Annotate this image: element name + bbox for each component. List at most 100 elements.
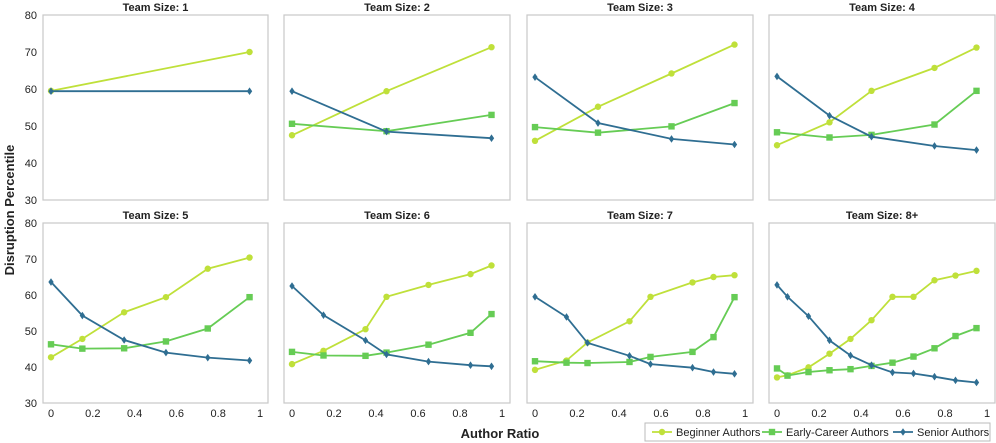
panel-title: Team Size: 2 <box>364 2 430 14</box>
data-point-beginner <box>973 44 980 51</box>
series-line-early <box>534 102 735 134</box>
data-point-senior <box>784 293 791 301</box>
legend-marker-senior <box>900 428 906 436</box>
data-point-early <box>162 338 170 345</box>
data-point-senior <box>289 87 295 96</box>
data-point-beginner <box>931 277 938 284</box>
x-tick-label: 0.4 <box>611 408 626 420</box>
data-point-early <box>584 359 591 367</box>
panel-4: Team Size: 4 <box>768 2 996 201</box>
data-point-senior <box>289 282 295 290</box>
data-point-beginner <box>710 273 717 281</box>
data-point-senior <box>668 135 675 143</box>
data-point-beginner <box>668 70 675 77</box>
x-tick-label: 0 <box>289 408 295 420</box>
data-point-early <box>710 333 717 341</box>
panel-frame <box>42 14 269 201</box>
data-point-senior <box>246 356 253 365</box>
data-point-beginner <box>383 293 390 300</box>
series-line-senior <box>534 76 735 146</box>
data-point-senior <box>595 119 601 127</box>
data-point-early <box>626 358 633 366</box>
panel-7: Team Size: 7 0 0.2 0.4 0.6 0.8 1 <box>526 210 754 420</box>
data-point-senior <box>910 369 917 378</box>
data-point-beginner <box>531 366 539 374</box>
x-tick-label: 0.4 <box>853 408 868 420</box>
series-line-early <box>50 296 251 350</box>
x-tick-label: 0 <box>532 408 538 420</box>
chart-panels: Team Size: 1 30 40 50 60 70 80 Team Size: 2 Team… <box>25 2 996 420</box>
data-point-senior <box>868 361 875 369</box>
data-point-early <box>320 352 327 359</box>
y-tick-label: 80 <box>25 10 37 22</box>
x-tick-label: 0.2 <box>569 408 584 420</box>
data-point-early <box>784 372 791 379</box>
data-point-senior <box>205 353 211 362</box>
data-point-senior <box>952 376 959 385</box>
data-point-senior <box>79 311 86 320</box>
data-point-early <box>773 365 781 372</box>
panel-3: Team Size: 3 <box>526 2 754 201</box>
data-point-early <box>204 325 211 332</box>
panel-6: Team Size: 6 0 0.2 0.4 0.6 0.8 1 <box>283 210 511 420</box>
data-point-senior <box>826 111 833 120</box>
data-point-senior <box>532 293 538 301</box>
series-line-beginner <box>50 51 250 92</box>
panel-frame <box>768 14 996 201</box>
data-point-early <box>731 99 738 107</box>
data-point-early <box>826 134 833 141</box>
data-point-early <box>973 87 980 95</box>
data-point-early <box>805 368 812 376</box>
data-point-early <box>731 293 738 301</box>
legend-label-senior: Senior Authors <box>917 427 990 439</box>
y-tick-label: 30 <box>25 398 37 410</box>
data-point-beginner <box>910 293 917 300</box>
data-point-senior <box>246 87 253 96</box>
data-point-senior <box>973 378 980 387</box>
data-point-early <box>826 367 833 374</box>
data-point-early <box>488 111 495 119</box>
data-point-beginner <box>868 317 875 324</box>
x-tick-label: 0.8 <box>695 408 710 420</box>
data-point-beginner <box>594 103 602 110</box>
legend-label-beginner: Beginner Authors <box>676 427 761 439</box>
data-point-beginner <box>488 43 495 51</box>
data-point-early <box>668 123 675 130</box>
data-point-senior <box>488 134 495 143</box>
data-point-beginner <box>826 350 833 357</box>
data-point-senior <box>647 360 654 368</box>
data-point-beginner <box>362 326 369 333</box>
x-tick-label: 0.6 <box>653 408 668 420</box>
x-tick-label: 0.6 <box>895 408 910 420</box>
data-point-beginner <box>288 132 296 139</box>
data-point-beginner <box>383 88 390 95</box>
legend-label-early: Early-Career Authors <box>786 427 889 439</box>
data-point-senior <box>731 370 738 378</box>
data-point-senior <box>774 72 780 81</box>
data-point-beginner <box>79 335 86 343</box>
data-point-beginner <box>47 354 55 361</box>
data-point-senior <box>689 363 696 372</box>
data-point-senior <box>710 368 717 376</box>
data-point-early <box>120 345 128 352</box>
series-line-senior <box>534 296 735 375</box>
legend-marker-early <box>768 428 776 436</box>
data-point-senior <box>383 350 390 359</box>
data-point-beginner <box>467 270 474 278</box>
data-point-senior <box>973 146 980 154</box>
panel-title: Team Size: 7 <box>607 210 673 222</box>
data-point-beginner <box>425 281 432 289</box>
panel-title: Team Size: 4 <box>849 2 916 14</box>
data-point-beginner <box>826 119 833 126</box>
data-point-beginner <box>246 48 253 56</box>
data-point-beginner <box>889 293 896 300</box>
data-point-early <box>647 353 654 361</box>
data-point-senior <box>163 348 169 357</box>
data-point-beginner <box>952 272 959 279</box>
x-axis-label: Author Ratio <box>461 426 540 441</box>
data-point-early <box>847 365 854 373</box>
data-point-senior <box>532 73 538 81</box>
panel-frame <box>768 222 996 404</box>
data-point-beginner <box>931 64 938 72</box>
data-point-senior <box>48 87 54 96</box>
